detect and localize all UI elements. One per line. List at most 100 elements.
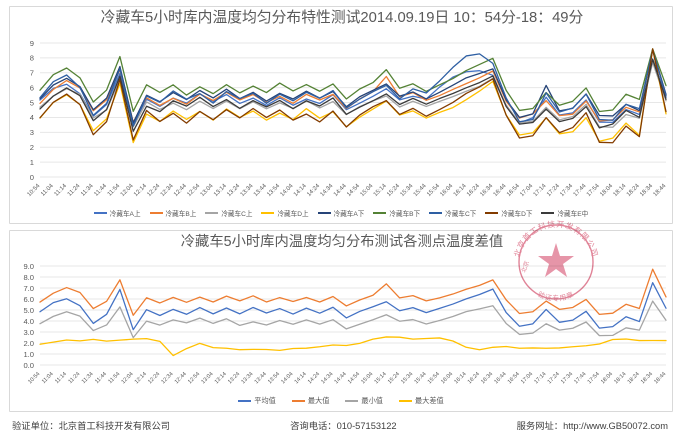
- svg-text:12:54: 12:54: [187, 371, 201, 385]
- svg-text:15:24: 15:24: [387, 371, 401, 385]
- svg-text:16:24: 16:24: [466, 183, 481, 198]
- svg-text:13:44: 13:44: [254, 371, 268, 385]
- svg-text:7: 7: [30, 69, 34, 78]
- svg-text:6.0: 6.0: [23, 295, 34, 304]
- svg-text:13:24: 13:24: [226, 183, 241, 198]
- svg-text:12:04: 12:04: [120, 183, 135, 198]
- svg-text:18:24: 18:24: [627, 371, 641, 385]
- svg-text:16:54: 16:54: [507, 371, 521, 385]
- svg-text:15:04: 15:04: [360, 371, 374, 385]
- svg-text:11:24: 11:24: [67, 183, 82, 198]
- svg-text:12:04: 12:04: [121, 371, 135, 385]
- svg-text:13:54: 13:54: [266, 183, 281, 198]
- svg-text:5: 5: [30, 98, 34, 107]
- svg-text:17:04: 17:04: [519, 183, 534, 198]
- svg-text:8.0: 8.0: [23, 273, 34, 282]
- svg-text:17:34: 17:34: [560, 371, 574, 385]
- svg-text:2.0: 2.0: [23, 339, 34, 348]
- svg-text:13:04: 13:04: [200, 371, 214, 385]
- svg-text:14:24: 14:24: [307, 371, 321, 385]
- svg-text:14:34: 14:34: [320, 371, 334, 385]
- svg-text:18:04: 18:04: [600, 371, 614, 385]
- svg-text:11:44: 11:44: [94, 371, 108, 385]
- svg-text:18:34: 18:34: [639, 183, 654, 198]
- svg-text:14:34: 14:34: [320, 183, 335, 198]
- svg-text:11:34: 11:34: [81, 371, 95, 385]
- svg-text:14:14: 14:14: [294, 371, 308, 385]
- svg-text:16:04: 16:04: [439, 183, 454, 198]
- svg-text:1: 1: [30, 158, 34, 167]
- svg-text:17:44: 17:44: [573, 183, 588, 198]
- svg-text:15:44: 15:44: [414, 371, 428, 385]
- svg-text:13:14: 13:14: [214, 371, 228, 385]
- svg-text:13:34: 13:34: [240, 183, 255, 198]
- svg-text:15:34: 15:34: [400, 371, 414, 385]
- svg-text:0.0: 0.0: [23, 361, 34, 370]
- svg-text:10:54: 10:54: [27, 371, 41, 385]
- svg-text:18:04: 18:04: [599, 183, 614, 198]
- svg-text:14:44: 14:44: [333, 183, 348, 198]
- svg-text:2: 2: [30, 143, 34, 152]
- svg-text:12:14: 12:14: [133, 183, 148, 198]
- svg-text:12:54: 12:54: [186, 183, 201, 198]
- svg-text:11:44: 11:44: [93, 183, 108, 198]
- svg-text:11:54: 11:54: [107, 371, 121, 385]
- svg-text:16:04: 16:04: [440, 371, 454, 385]
- svg-text:1.0: 1.0: [23, 350, 34, 359]
- svg-text:15:44: 15:44: [413, 183, 428, 198]
- svg-text:16:44: 16:44: [493, 371, 507, 385]
- svg-text:15:54: 15:54: [426, 183, 441, 198]
- svg-text:11:04: 11:04: [40, 183, 55, 198]
- svg-text:13:14: 13:14: [213, 183, 228, 198]
- svg-text:9: 9: [30, 39, 34, 48]
- svg-text:15:34: 15:34: [399, 183, 414, 198]
- svg-text:15:04: 15:04: [360, 183, 375, 198]
- svg-text:11:14: 11:14: [54, 371, 68, 385]
- svg-text:18:24: 18:24: [626, 183, 641, 198]
- svg-text:4: 4: [30, 113, 34, 122]
- svg-text:16:34: 16:34: [479, 183, 494, 198]
- svg-text:16:24: 16:24: [467, 371, 481, 385]
- svg-text:11:04: 11:04: [41, 371, 55, 385]
- svg-text:冷藏车5小时库内温度均匀分布测试各测点温度差值: 冷藏车5小时库内温度均匀分布测试各测点温度差值: [181, 233, 503, 250]
- svg-text:17:54: 17:54: [587, 371, 601, 385]
- svg-text:11:54: 11:54: [107, 183, 122, 198]
- svg-text:18:14: 18:14: [613, 371, 627, 385]
- svg-text:14:44: 14:44: [334, 371, 348, 385]
- svg-text:8: 8: [30, 54, 34, 63]
- svg-text:12:44: 12:44: [173, 183, 188, 198]
- svg-text:3: 3: [30, 128, 34, 137]
- svg-text:17:34: 17:34: [559, 183, 574, 198]
- svg-text:14:04: 14:04: [280, 371, 294, 385]
- svg-text:15:54: 15:54: [427, 371, 441, 385]
- svg-text:16:14: 16:14: [453, 183, 468, 198]
- svg-text:14:24: 14:24: [306, 183, 321, 198]
- svg-text:18:44: 18:44: [653, 371, 667, 385]
- svg-text:7.0: 7.0: [23, 284, 34, 293]
- svg-text:3.0: 3.0: [23, 328, 34, 337]
- svg-text:14:04: 14:04: [280, 183, 295, 198]
- svg-text:17:14: 17:14: [533, 371, 547, 385]
- svg-text:11:24: 11:24: [68, 371, 82, 385]
- svg-text:17:54: 17:54: [586, 183, 601, 198]
- svg-text:15:14: 15:14: [373, 183, 388, 198]
- svg-text:18:34: 18:34: [640, 371, 654, 385]
- svg-text:14:54: 14:54: [346, 183, 361, 198]
- svg-text:18:44: 18:44: [653, 183, 668, 198]
- svg-text:17:24: 17:24: [546, 183, 561, 198]
- svg-text:6: 6: [30, 83, 34, 92]
- svg-text:17:24: 17:24: [547, 371, 561, 385]
- svg-text:12:34: 12:34: [160, 183, 175, 198]
- svg-text:12:24: 12:24: [147, 371, 161, 385]
- svg-text:15:24: 15:24: [386, 183, 401, 198]
- svg-text:12:34: 12:34: [160, 371, 174, 385]
- svg-text:9.0: 9.0: [23, 262, 34, 271]
- svg-text:18:14: 18:14: [613, 183, 628, 198]
- svg-text:13:04: 13:04: [200, 183, 215, 198]
- svg-text:17:44: 17:44: [573, 371, 587, 385]
- svg-text:14:14: 14:14: [293, 183, 308, 198]
- svg-text:11:34: 11:34: [80, 183, 95, 198]
- svg-text:10:54: 10:54: [27, 183, 42, 198]
- svg-text:12:44: 12:44: [174, 371, 188, 385]
- svg-text:15:14: 15:14: [374, 371, 388, 385]
